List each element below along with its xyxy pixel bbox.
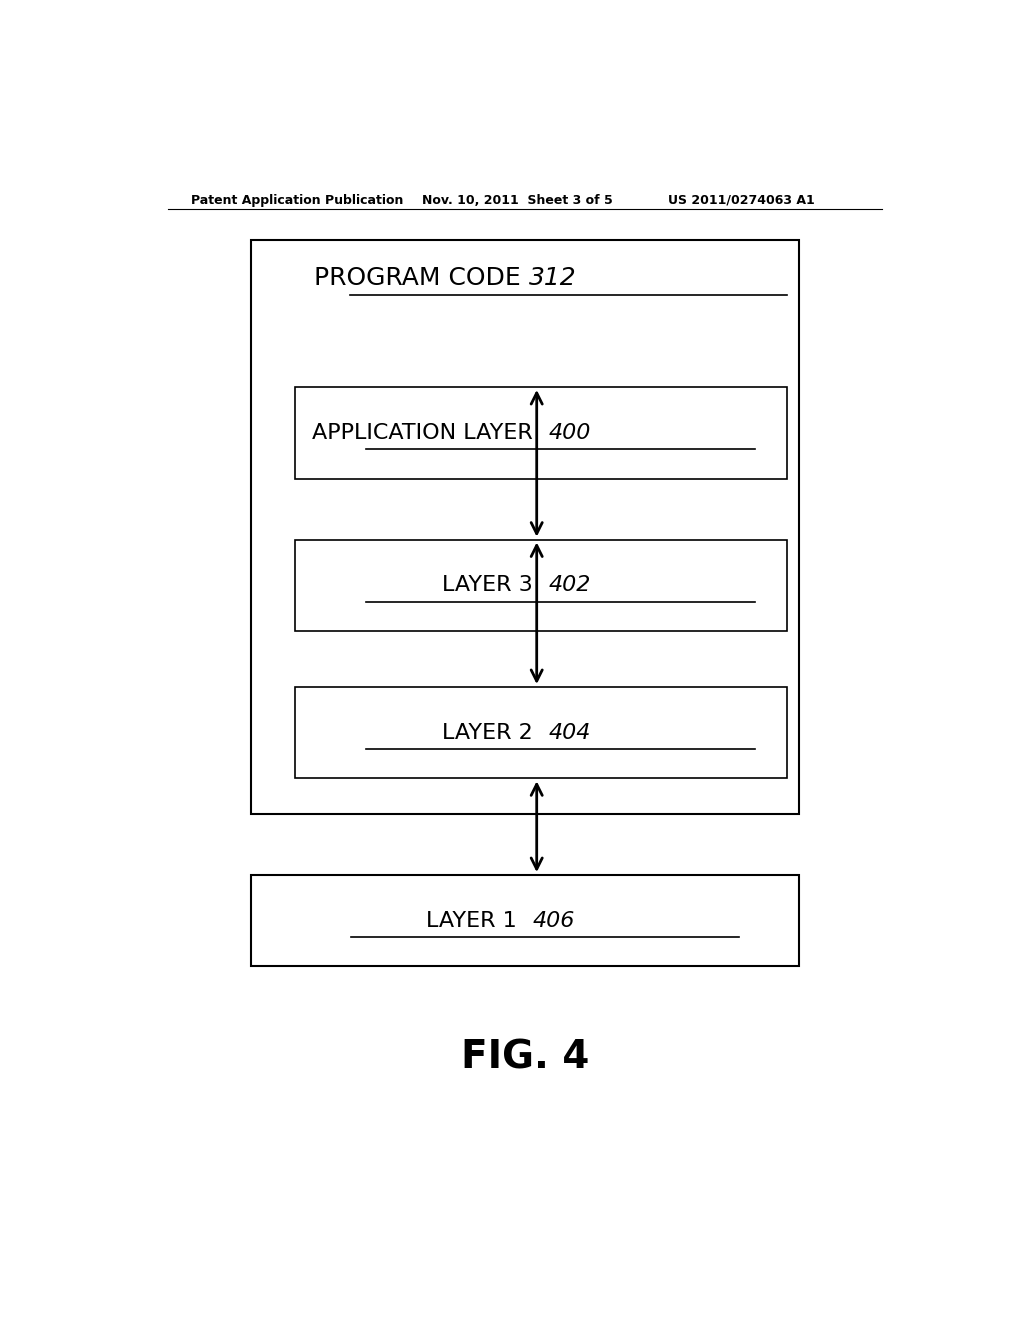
Bar [251,240,799,814]
Text: 400: 400 [549,422,591,442]
Text: 312: 312 [528,267,577,290]
Text: FIG. 4: FIG. 4 [461,1039,589,1077]
Text: PROGRAM CODE: PROGRAM CODE [314,267,521,290]
Bar [295,387,786,479]
Bar [251,875,799,966]
Bar [295,686,786,779]
Text: Patent Application Publication: Patent Application Publication [191,194,403,207]
Text: APPLICATION LAYER: APPLICATION LAYER [312,422,532,442]
Text: LAYER 3: LAYER 3 [442,576,532,595]
Text: Nov. 10, 2011  Sheet 3 of 5: Nov. 10, 2011 Sheet 3 of 5 [422,194,612,207]
Text: US 2011/0274063 A1: US 2011/0274063 A1 [668,194,814,207]
Text: LAYER 1: LAYER 1 [426,911,517,931]
Bar [295,540,786,631]
Text: 406: 406 [532,911,575,931]
Text: 402: 402 [549,576,591,595]
Text: LAYER 2: LAYER 2 [442,722,532,743]
Text: 404: 404 [549,722,591,743]
